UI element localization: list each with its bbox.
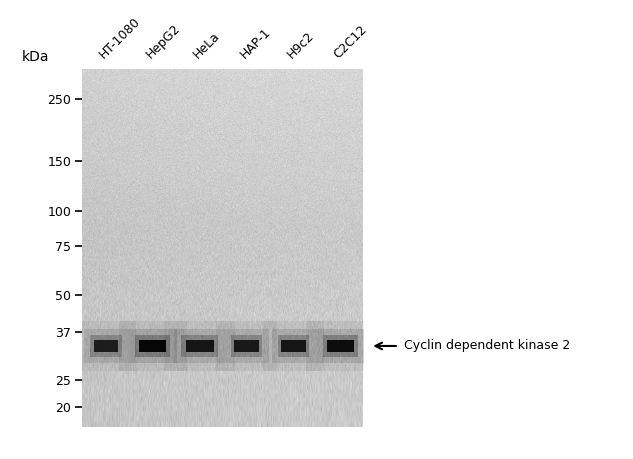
Bar: [139, 340, 166, 352]
Bar: [174, 329, 225, 363]
Bar: [306, 321, 375, 371]
Bar: [94, 340, 118, 352]
Bar: [75, 321, 136, 371]
Bar: [234, 340, 259, 352]
Bar: [90, 335, 122, 357]
Bar: [84, 329, 128, 363]
Bar: [263, 321, 324, 371]
Bar: [128, 329, 177, 363]
Bar: [278, 335, 310, 357]
Bar: [181, 335, 218, 357]
Bar: [225, 329, 268, 363]
Bar: [231, 335, 263, 357]
Bar: [118, 321, 187, 371]
Text: kDa: kDa: [22, 50, 49, 64]
Bar: [135, 335, 170, 357]
Bar: [316, 329, 365, 363]
Bar: [327, 340, 354, 352]
Bar: [185, 340, 214, 352]
Bar: [165, 321, 235, 371]
Text: Cyclin dependent kinase 2: Cyclin dependent kinase 2: [404, 340, 570, 353]
Bar: [216, 321, 277, 371]
Bar: [272, 329, 315, 363]
Bar: [323, 335, 358, 357]
Bar: [281, 340, 306, 352]
